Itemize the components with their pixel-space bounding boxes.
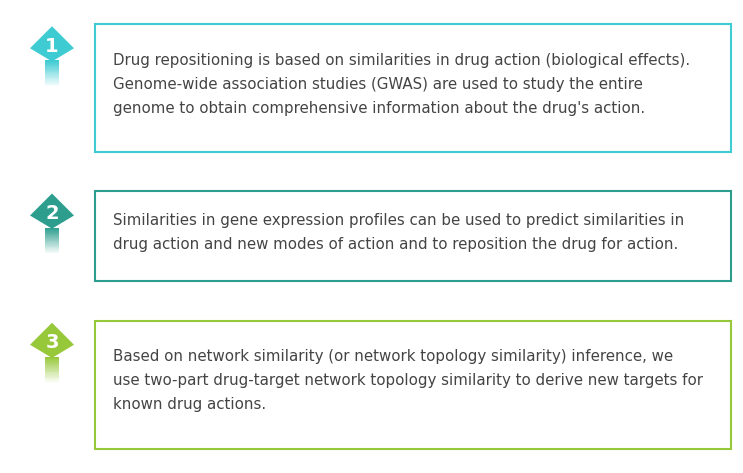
Polygon shape bbox=[45, 69, 59, 70]
Polygon shape bbox=[45, 378, 59, 379]
Polygon shape bbox=[45, 253, 59, 254]
Polygon shape bbox=[45, 83, 59, 84]
Polygon shape bbox=[45, 230, 59, 231]
Text: 3: 3 bbox=[45, 333, 59, 352]
Polygon shape bbox=[45, 357, 59, 358]
Polygon shape bbox=[45, 74, 59, 75]
Polygon shape bbox=[45, 374, 59, 375]
Polygon shape bbox=[45, 85, 59, 86]
Polygon shape bbox=[45, 243, 59, 244]
Polygon shape bbox=[45, 234, 59, 235]
Polygon shape bbox=[45, 379, 59, 380]
Polygon shape bbox=[45, 80, 59, 81]
Polygon shape bbox=[45, 67, 59, 68]
Polygon shape bbox=[45, 75, 59, 76]
Polygon shape bbox=[45, 364, 59, 365]
Polygon shape bbox=[45, 360, 59, 361]
Polygon shape bbox=[45, 244, 59, 245]
Polygon shape bbox=[45, 245, 59, 246]
Text: 1: 1 bbox=[45, 37, 59, 56]
Polygon shape bbox=[45, 375, 59, 376]
Polygon shape bbox=[45, 228, 59, 229]
Polygon shape bbox=[45, 377, 59, 378]
Polygon shape bbox=[45, 70, 59, 71]
Polygon shape bbox=[45, 63, 59, 64]
Polygon shape bbox=[45, 382, 59, 383]
Polygon shape bbox=[45, 73, 59, 74]
Polygon shape bbox=[45, 371, 59, 372]
Polygon shape bbox=[45, 240, 59, 241]
Polygon shape bbox=[45, 71, 59, 72]
Text: Similarities in gene expression profiles can be used to predict similarities in
: Similarities in gene expression profiles… bbox=[113, 213, 684, 252]
Polygon shape bbox=[45, 241, 59, 242]
Polygon shape bbox=[45, 369, 59, 370]
Polygon shape bbox=[45, 247, 59, 248]
Polygon shape bbox=[45, 61, 59, 62]
Polygon shape bbox=[45, 372, 59, 373]
Polygon shape bbox=[45, 72, 59, 73]
Polygon shape bbox=[45, 238, 59, 239]
Polygon shape bbox=[45, 367, 59, 368]
Polygon shape bbox=[45, 232, 59, 233]
Polygon shape bbox=[45, 250, 59, 251]
Polygon shape bbox=[45, 381, 59, 382]
Polygon shape bbox=[30, 26, 74, 61]
Polygon shape bbox=[45, 359, 59, 360]
Polygon shape bbox=[45, 376, 59, 377]
Polygon shape bbox=[45, 231, 59, 232]
Polygon shape bbox=[45, 84, 59, 85]
Polygon shape bbox=[45, 239, 59, 240]
Text: 2: 2 bbox=[45, 204, 59, 223]
Polygon shape bbox=[45, 362, 59, 363]
Polygon shape bbox=[45, 82, 59, 83]
Polygon shape bbox=[45, 77, 59, 78]
FancyBboxPatch shape bbox=[95, 24, 731, 152]
Polygon shape bbox=[45, 358, 59, 359]
Polygon shape bbox=[45, 251, 59, 252]
Polygon shape bbox=[45, 64, 59, 65]
Polygon shape bbox=[45, 370, 59, 371]
Polygon shape bbox=[45, 366, 59, 367]
FancyBboxPatch shape bbox=[95, 192, 731, 281]
Polygon shape bbox=[45, 66, 59, 67]
Polygon shape bbox=[45, 242, 59, 243]
Polygon shape bbox=[45, 233, 59, 234]
Polygon shape bbox=[45, 246, 59, 247]
Polygon shape bbox=[45, 76, 59, 77]
Polygon shape bbox=[45, 249, 59, 250]
Polygon shape bbox=[45, 368, 59, 369]
Polygon shape bbox=[45, 235, 59, 236]
Polygon shape bbox=[45, 236, 59, 237]
Polygon shape bbox=[45, 62, 59, 63]
Polygon shape bbox=[45, 237, 59, 238]
Polygon shape bbox=[45, 229, 59, 230]
Polygon shape bbox=[45, 79, 59, 80]
Polygon shape bbox=[45, 68, 59, 69]
FancyBboxPatch shape bbox=[95, 321, 731, 449]
Polygon shape bbox=[45, 380, 59, 381]
Text: Based on network similarity (or network topology similarity) inference, we
use t: Based on network similarity (or network … bbox=[113, 349, 703, 412]
Polygon shape bbox=[45, 373, 59, 374]
Polygon shape bbox=[30, 323, 74, 358]
Polygon shape bbox=[45, 252, 59, 253]
Polygon shape bbox=[45, 248, 59, 249]
Polygon shape bbox=[45, 365, 59, 366]
Polygon shape bbox=[45, 363, 59, 364]
Polygon shape bbox=[45, 78, 59, 79]
Polygon shape bbox=[45, 65, 59, 66]
Polygon shape bbox=[30, 193, 74, 229]
Text: Drug repositioning is based on similarities in drug action (biological effects).: Drug repositioning is based on similarit… bbox=[113, 53, 690, 116]
Polygon shape bbox=[45, 361, 59, 362]
Polygon shape bbox=[45, 81, 59, 82]
